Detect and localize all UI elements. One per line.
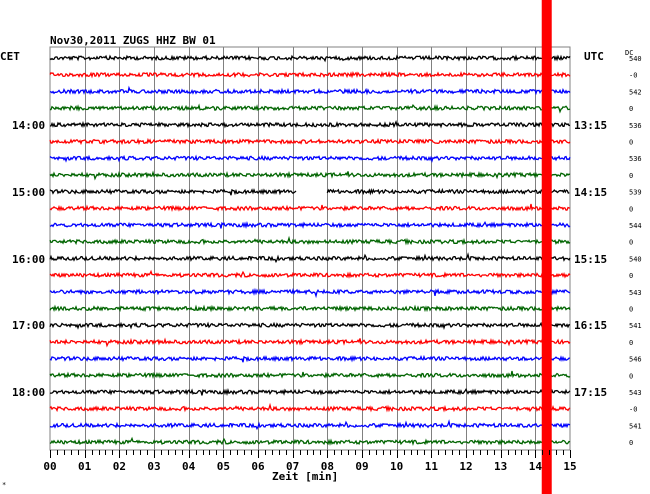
x-tick-label: 11 (425, 460, 439, 473)
seismic-trace (49, 354, 570, 363)
x-tick-label: 04 (182, 460, 196, 473)
seismic-trace (326, 187, 570, 196)
dc-value: 0 (629, 372, 633, 380)
x-tick-label: 00 (43, 460, 56, 473)
event-marker-bar (541, 0, 552, 494)
dc-value: 536 (629, 155, 642, 163)
x-tick-label: 06 (251, 460, 265, 473)
seismic-trace (49, 137, 571, 146)
seismic-trace (49, 304, 571, 313)
right-time-label: 13:15 (574, 119, 608, 132)
dc-value: 0 (629, 139, 633, 147)
seismic-trace (49, 269, 571, 279)
x-tick-label: 09 (355, 460, 368, 473)
x-tick-label: 07 (286, 460, 299, 473)
dc-value: 539 (629, 189, 642, 197)
dc-value: 0 (629, 172, 633, 180)
dc-value: 543 (629, 289, 642, 297)
left-timezone-label: CET (0, 50, 20, 63)
seismic-trace (49, 402, 571, 413)
x-tick-label: 15 (563, 460, 576, 473)
seismic-trace (49, 337, 571, 348)
dc-value: 540 (629, 255, 642, 263)
dc-value: 0 (629, 239, 633, 247)
x-tick-label: 05 (217, 460, 230, 473)
left-time-label: 15:00 (12, 186, 46, 199)
dc-header-label: DC (625, 49, 634, 57)
dc-value: 0 (629, 339, 633, 347)
x-tick-label: 03 (147, 460, 160, 473)
x-tick-label: 08 (321, 460, 334, 473)
dc-value: -0 (629, 72, 637, 80)
plot-frame (49, 46, 571, 451)
x-tick-label: 14 (529, 460, 543, 473)
x-tick-label: 12 (459, 460, 472, 473)
seismic-trace (49, 436, 571, 446)
seismic-trace (49, 85, 571, 96)
seismic-trace (49, 103, 571, 114)
dc-value: -0 (629, 406, 637, 414)
seismic-trace (49, 221, 571, 229)
seismic-trace (49, 188, 297, 196)
dc-value: 0 (629, 272, 633, 280)
dc-value: 0 (629, 439, 633, 447)
dc-value: 536 (629, 122, 642, 130)
dc-value: 541 (629, 422, 642, 430)
corner-mark: * (2, 481, 7, 489)
dc-value: 544 (629, 222, 642, 230)
right-timezone-label: UTC (584, 50, 604, 63)
dc-value: 0 (629, 306, 633, 314)
right-time-label: 15:15 (574, 253, 608, 266)
dc-value: 540 (629, 55, 642, 63)
dc-value: 543 (629, 389, 642, 397)
seismic-trace (49, 370, 571, 380)
seismic-trace (49, 252, 571, 264)
left-time-label: 17:00 (12, 319, 46, 332)
left-time-label: 14:00 (12, 119, 46, 132)
seismic-trace (49, 287, 571, 299)
seismic-trace (49, 54, 571, 63)
dc-value: 541 (629, 322, 642, 330)
x-tick-label: 01 (78, 460, 92, 473)
seismic-trace (49, 154, 571, 163)
seismic-trace (49, 235, 571, 246)
right-time-label: 14:15 (574, 186, 608, 199)
left-time-label: 18:00 (12, 386, 46, 399)
dc-value: 0 (629, 105, 633, 113)
x-tick-label: 10 (390, 460, 403, 473)
seismic-trace (49, 388, 571, 396)
x-axis-label: Zeit [min] (272, 470, 339, 483)
left-time-label: 16:00 (12, 253, 46, 266)
seismic-trace (49, 419, 571, 431)
dc-value: 546 (629, 356, 642, 364)
seismic-trace (49, 170, 571, 181)
seismic-trace (49, 70, 571, 79)
plot-title: Nov30,2011 ZUGS HHZ BW 01 (50, 34, 216, 47)
seismic-trace (49, 119, 571, 129)
right-time-label: 17:15 (574, 386, 608, 399)
x-tick-label: 13 (494, 460, 507, 473)
right-time-label: 16:15 (574, 319, 608, 332)
seismic-trace (49, 321, 571, 330)
dc-value: 542 (629, 88, 642, 96)
seismic-trace (49, 203, 571, 213)
x-tick-label: 02 (113, 460, 126, 473)
dc-value: 0 (629, 205, 633, 213)
